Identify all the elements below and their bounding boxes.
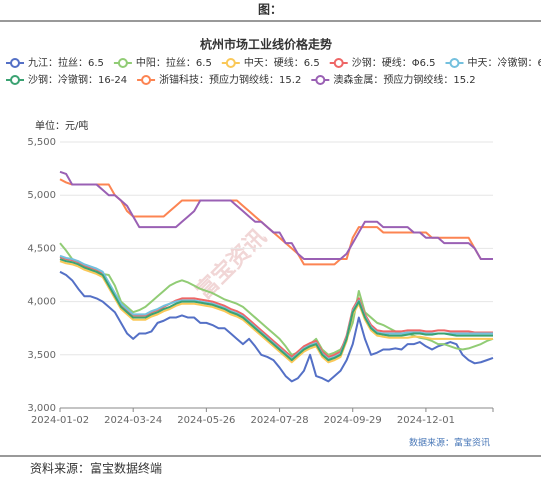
legend-marker: [333, 58, 344, 68]
legend-marker: [315, 75, 326, 85]
legend-label: 澳森金属：预应力钢绞线：15.2: [333, 73, 475, 86]
chart-title: 杭州市场工业线价格走势: [200, 37, 332, 52]
x-tick-label: 2024-05-26: [177, 415, 235, 426]
watermark: 富宝资讯: [191, 224, 272, 305]
x-tick-label: 2024-03-24: [104, 415, 162, 426]
series-line: [59, 260, 493, 364]
legend-marker: [117, 58, 128, 68]
y-tick-label: 5,000: [27, 190, 56, 201]
chart-source: 数据来源：富宝资讯: [409, 437, 490, 449]
series-line: [59, 258, 493, 362]
legend-label: 浙锚科技：预应力钢绞线：15.2: [159, 73, 301, 86]
y-tick-label: 3,500: [27, 350, 56, 361]
series-line: [59, 178, 493, 266]
x-tick-label: 2024-12-01: [397, 415, 455, 426]
legend-label: 中天：硬线：6.5: [244, 56, 320, 69]
legend-label: 中天：冷镦钢：6.5: [468, 56, 541, 69]
legend-marker: [449, 58, 460, 68]
y-tick-label: 4,000: [27, 297, 56, 308]
legend-marker: [141, 75, 152, 85]
legend-label: 沙钢：硬线：Φ6.5: [352, 56, 436, 69]
x-tick-label: 2024-01-02: [31, 415, 89, 426]
legend-label: 沙钢：冷镦钢：16-24: [28, 73, 127, 86]
series-line: [59, 270, 494, 383]
legend-marker: [10, 58, 20, 68]
figure-label: 图：: [258, 3, 282, 17]
y-unit: 单位：元/吨: [35, 119, 88, 132]
legend-label: 中阳：拉丝：6.5: [136, 56, 212, 69]
series-line: [59, 170, 493, 261]
y-tick-label: 3,000: [27, 403, 56, 414]
x-tick-label: 2024-09-29: [324, 415, 382, 426]
y-tick-label: 4,500: [27, 243, 56, 254]
series-line: [59, 242, 494, 356]
y-tick-label: 5,500: [27, 137, 56, 148]
legend-label: 九江：拉丝：6.5: [28, 56, 104, 69]
x-tick-label: 2024-07-28: [250, 415, 308, 426]
source-note: 资料来源：富宝数据终端: [30, 461, 162, 476]
legend-marker: [225, 58, 236, 68]
legend-marker: [10, 75, 20, 85]
